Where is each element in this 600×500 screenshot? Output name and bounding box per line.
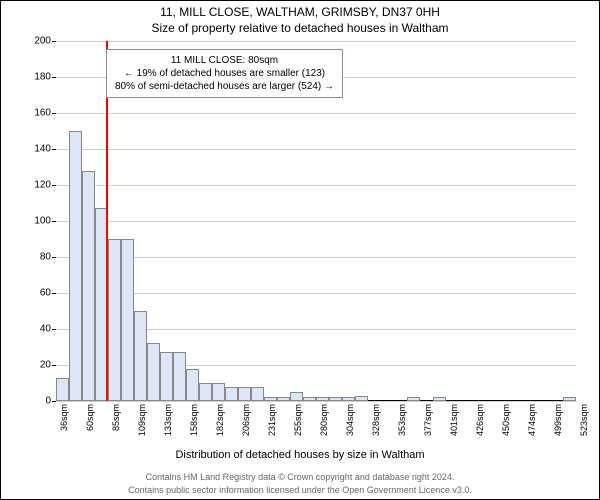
x-tick-label: 450sqm <box>501 404 511 436</box>
x-tick-label: 474sqm <box>527 404 537 436</box>
histogram-bar <box>69 131 82 401</box>
histogram-bar <box>56 378 69 401</box>
x-tick-label: 36sqm <box>59 404 69 431</box>
grid-line <box>56 257 576 258</box>
y-tick-mark <box>52 221 56 222</box>
x-tick-label: 109sqm <box>137 404 147 436</box>
histogram-bar <box>563 397 576 401</box>
plot-area: 02040608010012014016018020036sqm60sqm85s… <box>56 41 576 401</box>
x-tick-label: 255sqm <box>293 404 303 436</box>
y-tick-mark <box>52 77 56 78</box>
chart-title-subtitle: Size of property relative to detached ho… <box>1 21 599 35</box>
annotation-line2: ← 19% of detached houses are smaller (12… <box>115 67 334 80</box>
histogram-bar <box>134 311 147 401</box>
histogram-bar <box>199 383 212 401</box>
histogram-bar <box>147 343 160 401</box>
y-tick-mark <box>52 185 56 186</box>
grid-line <box>56 41 576 42</box>
histogram-bar <box>225 387 238 401</box>
y-tick-label: 40 <box>40 324 51 335</box>
histogram-bar <box>186 369 199 401</box>
y-tick-mark <box>52 293 56 294</box>
x-tick-label: 158sqm <box>189 404 199 436</box>
x-tick-label: 523sqm <box>579 404 589 436</box>
histogram-bar <box>108 239 121 401</box>
histogram-bar <box>316 397 329 401</box>
histogram-bar <box>303 397 316 401</box>
histogram-bar <box>329 397 342 401</box>
grid-line <box>56 149 576 150</box>
y-tick-mark <box>52 41 56 42</box>
histogram-bar <box>277 397 290 401</box>
y-tick-label: 20 <box>40 360 51 371</box>
x-tick-label: 133sqm <box>163 404 173 436</box>
x-tick-label: 182sqm <box>215 404 225 436</box>
footer-copyright: Contains HM Land Registry data © Crown c… <box>1 472 599 482</box>
annotation-line3: 80% of semi-detached houses are larger (… <box>115 80 334 93</box>
x-tick-label: 60sqm <box>85 404 95 431</box>
histogram-bar <box>160 352 173 401</box>
x-tick-label: 206sqm <box>241 404 251 436</box>
x-tick-label: 231sqm <box>267 404 277 436</box>
histogram-bar <box>433 397 446 401</box>
histogram-bar <box>264 397 277 401</box>
histogram-bar <box>121 239 134 401</box>
y-tick-label: 140 <box>34 144 51 155</box>
x-axis-label: Distribution of detached houses by size … <box>1 449 599 461</box>
x-tick-label: 426sqm <box>475 404 485 436</box>
histogram-bar <box>342 397 355 401</box>
chart-title-address: 11, MILL CLOSE, WALTHAM, GRIMSBY, DN37 0… <box>1 5 599 19</box>
y-tick-mark <box>52 365 56 366</box>
histogram-bar <box>82 171 95 401</box>
y-tick-label: 60 <box>40 288 51 299</box>
x-tick-label: 499sqm <box>553 404 563 436</box>
x-tick-label: 280sqm <box>319 404 329 436</box>
grid-line <box>56 185 576 186</box>
grid-line <box>56 221 576 222</box>
histogram-bar <box>173 352 186 401</box>
grid-line <box>56 401 576 402</box>
grid-line <box>56 113 576 114</box>
x-tick-label: 353sqm <box>397 404 407 436</box>
histogram-bar <box>251 387 264 401</box>
histogram-bar <box>355 396 368 401</box>
y-tick-mark <box>52 401 56 402</box>
y-tick-label: 100 <box>34 216 51 227</box>
annotation-line1: 11 MILL CLOSE: 80sqm <box>115 54 334 67</box>
x-tick-label: 328sqm <box>371 404 381 436</box>
y-tick-label: 0 <box>45 396 51 407</box>
y-tick-mark <box>52 257 56 258</box>
chart-container: 11, MILL CLOSE, WALTHAM, GRIMSBY, DN37 0… <box>0 0 600 500</box>
y-tick-label: 180 <box>34 72 51 83</box>
histogram-bar <box>212 383 225 401</box>
y-tick-label: 160 <box>34 108 51 119</box>
y-tick-mark <box>52 113 56 114</box>
histogram-bar <box>238 387 251 401</box>
y-tick-mark <box>52 329 56 330</box>
histogram-bar <box>407 397 420 401</box>
x-tick-label: 377sqm <box>423 404 433 436</box>
annotation-box: 11 MILL CLOSE: 80sqm← 19% of detached ho… <box>106 49 343 98</box>
x-tick-label: 401sqm <box>449 404 459 436</box>
x-tick-label: 304sqm <box>345 404 355 436</box>
x-tick-label: 85sqm <box>111 404 121 431</box>
y-tick-mark <box>52 149 56 150</box>
y-tick-label: 120 <box>34 180 51 191</box>
grid-line <box>56 293 576 294</box>
histogram-bar <box>290 392 303 401</box>
y-tick-label: 80 <box>40 252 51 263</box>
y-tick-label: 200 <box>34 36 51 47</box>
footer-licence: Contains public sector information licen… <box>1 485 599 495</box>
